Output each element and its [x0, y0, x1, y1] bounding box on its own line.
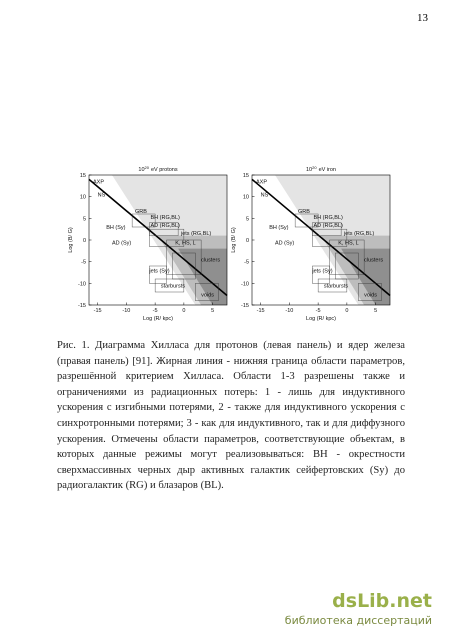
region-box	[294, 213, 319, 228]
region-label: K, HS, L	[338, 240, 358, 246]
region-dark	[341, 248, 390, 305]
page-number: 13	[417, 12, 428, 24]
y-tick-label: 10	[80, 195, 86, 201]
title-base: 10	[138, 167, 144, 173]
region-label: AD (RG,BL)	[314, 223, 344, 229]
y-tick-label: -5	[244, 260, 249, 266]
x-tick-label: -5	[316, 308, 321, 314]
region-box	[166, 239, 202, 275]
y-tick-label: 5	[246, 216, 249, 222]
region-label: BH (RG,BL)	[314, 215, 344, 221]
panel-title: 1020 eV iron	[306, 165, 336, 173]
hillas-line	[88, 178, 228, 297]
region-label: AD (Sy)	[112, 240, 131, 246]
region-label: jets (RG,BL)	[343, 231, 374, 237]
title-base: 10	[306, 167, 312, 173]
region-box	[312, 265, 330, 284]
title-exponent: 20	[312, 165, 317, 170]
region-label: clusters	[364, 258, 383, 264]
region-label: jets (RG,BL)	[180, 231, 211, 237]
region-label: clusters	[201, 258, 220, 264]
panel: -15 -10 -5 0 5 15 10 5 0 -5 -10 -15 Log (R/ kpc) Log …	[231, 165, 391, 322]
region-label: K, HS, L	[175, 240, 195, 246]
watermark-text: библиотека диссертаций	[284, 614, 432, 627]
x-tick-label: -5	[153, 308, 158, 314]
y-tick-label: -10	[78, 281, 86, 287]
region-label: voids	[201, 292, 214, 298]
region-box	[195, 283, 219, 301]
region-box	[358, 283, 382, 301]
watermark-logo: dsLib.net	[332, 590, 432, 612]
region-label: AD (RG,BL)	[151, 223, 181, 229]
title-text: eV iron	[319, 167, 336, 173]
region-label: BH (Sy)	[269, 225, 288, 231]
region-label: BH (Sy)	[106, 225, 125, 231]
panel: -15 -10 -5 0 5 15 10 5 0 -5 -10 -15 Log (R/ kpc) Log …	[68, 165, 228, 322]
x-tick-label: -15	[257, 308, 265, 314]
y-axis-label: Log (B/ G)	[68, 227, 74, 253]
y-tick-label: 15	[243, 173, 249, 179]
caption: Рис. 1. Диаграмма Хилласа для протонов (…	[57, 340, 405, 492]
region-label: GRB	[298, 209, 310, 215]
y-tick-label: 5	[83, 216, 86, 222]
hillas-line	[251, 178, 391, 297]
region-box	[329, 239, 365, 275]
x-tick-label: -10	[122, 308, 130, 314]
y-tick-label: 10	[243, 195, 249, 201]
x-tick-label: 0	[182, 308, 185, 314]
region-label: AD (Sy)	[275, 240, 294, 246]
figure: -15 -10 -5 0 5 15 10 5 0 -5 -10 -15 Log (R/ kpc) Log …	[68, 165, 391, 322]
region-box	[154, 278, 185, 293]
x-tick-label: 5	[211, 308, 214, 314]
y-tick-label: -5	[81, 260, 86, 266]
y-tick-label: 0	[246, 238, 249, 244]
title-exponent: 20	[145, 165, 150, 170]
region-label: AXP	[93, 180, 104, 186]
panel-title: 1020 eV protons	[138, 165, 177, 173]
region-label: NS	[98, 193, 106, 199]
region-label: BH (RG,BL)	[151, 215, 181, 221]
x-tick-label: 5	[374, 308, 377, 314]
y-tick-label: -10	[241, 281, 249, 287]
x-tick-label: -15	[94, 308, 102, 314]
region-label: jets (Sy)	[148, 269, 169, 275]
region-label: GRB	[135, 209, 147, 215]
x-axis-label: Log (R/ kpc)	[143, 316, 173, 322]
region-label: starbursts	[161, 284, 185, 290]
y-tick-label: -15	[78, 303, 86, 309]
y-axis-label: Log (B/ G)	[231, 227, 237, 253]
y-tick-label: 0	[83, 238, 86, 244]
region-label: NS	[261, 193, 269, 199]
y-tick-label: 15	[80, 173, 86, 179]
region-box	[131, 213, 156, 228]
region-box	[317, 278, 348, 293]
title-text: eV protons	[151, 167, 178, 173]
region-label: starbursts	[324, 284, 348, 290]
x-tick-label: 0	[345, 308, 348, 314]
region-label: voids	[364, 292, 377, 298]
region-box	[149, 265, 167, 284]
x-axis-label: Log (R/ kpc)	[306, 316, 336, 322]
region-dark	[178, 248, 227, 305]
region-label: jets (Sy)	[311, 269, 332, 275]
x-tick-label: -10	[285, 308, 293, 314]
y-tick-label: -15	[241, 303, 249, 309]
region-label: AXP	[256, 180, 267, 186]
